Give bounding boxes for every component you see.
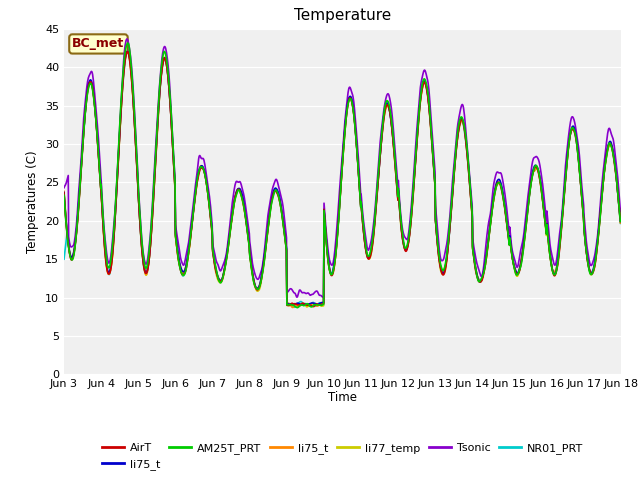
Title: Temperature: Temperature (294, 9, 391, 24)
Text: BC_met: BC_met (72, 37, 125, 50)
Legend: AirT, li75_t, AM25T_PRT, li75_t, li77_temp, Tsonic, NR01_PRT: AirT, li75_t, AM25T_PRT, li75_t, li77_te… (97, 439, 588, 474)
Y-axis label: Temperatures (C): Temperatures (C) (26, 150, 40, 253)
X-axis label: Time: Time (328, 391, 357, 404)
